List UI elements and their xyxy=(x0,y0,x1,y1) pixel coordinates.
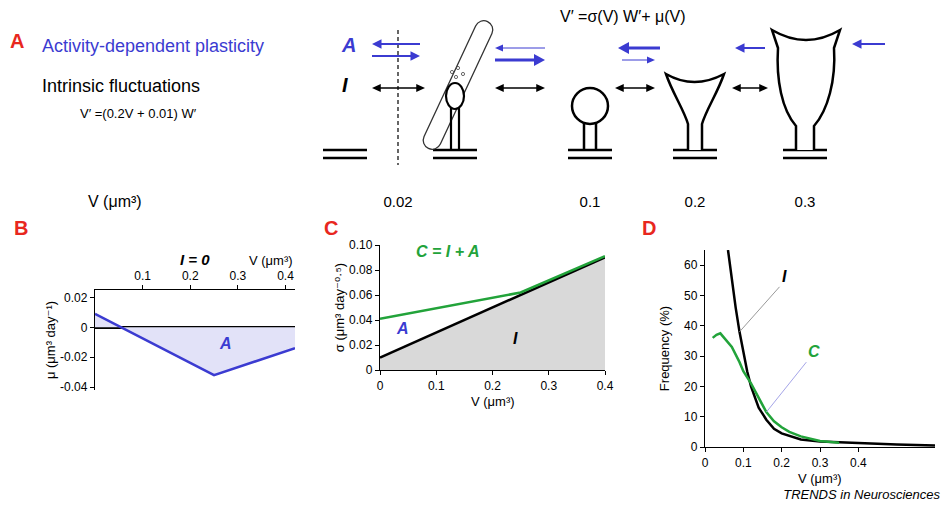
svg-text:0.4: 0.4 xyxy=(597,379,614,393)
svg-text:0.04: 0.04 xyxy=(349,313,373,327)
svg-text:0.02: 0.02 xyxy=(383,193,412,210)
svg-text:V (μm³): V (μm³) xyxy=(471,394,515,409)
svg-text:0: 0 xyxy=(366,363,373,377)
svg-text:I: I xyxy=(342,74,348,96)
svg-text:0: 0 xyxy=(702,456,709,470)
svg-text:Intrinsic fluctuations: Intrinsic fluctuations xyxy=(42,76,200,96)
svg-text:I: I xyxy=(513,330,518,347)
svg-text:D: D xyxy=(642,217,656,239)
svg-text:I = 0: I = 0 xyxy=(180,251,210,268)
svg-text:V (μm³): V (μm³) xyxy=(798,471,842,486)
svg-text:-0.02: -0.02 xyxy=(60,350,88,364)
svg-text:40: 40 xyxy=(684,319,698,333)
svg-text:0.2: 0.2 xyxy=(685,193,706,210)
svg-text:0.4: 0.4 xyxy=(850,456,867,470)
svg-text:0.2: 0.2 xyxy=(484,379,501,393)
svg-text:0.10: 0.10 xyxy=(349,238,373,252)
svg-text:0.02: 0.02 xyxy=(64,291,88,305)
svg-text:0.3: 0.3 xyxy=(812,456,829,470)
svg-text:0.3: 0.3 xyxy=(230,269,247,283)
svg-text:0.3: 0.3 xyxy=(795,193,816,210)
svg-text:0.2: 0.2 xyxy=(182,269,199,283)
svg-text:Frequency (%): Frequency (%) xyxy=(657,306,672,391)
svg-text:C = I + A: C = I + A xyxy=(416,243,479,260)
svg-text:0.1: 0.1 xyxy=(134,269,151,283)
svg-text:0.2: 0.2 xyxy=(773,456,790,470)
svg-text:V (μm³): V (μm³) xyxy=(88,193,142,210)
svg-text:V (μm³): V (μm³) xyxy=(249,253,293,268)
svg-text:0.4: 0.4 xyxy=(277,269,294,283)
svg-text:0.1: 0.1 xyxy=(735,456,752,470)
svg-text:0.1: 0.1 xyxy=(580,193,601,210)
svg-text:Activity-dependent plasticity: Activity-dependent plasticity xyxy=(42,36,264,56)
svg-text:0: 0 xyxy=(81,321,88,335)
svg-text:0.1: 0.1 xyxy=(428,379,445,393)
svg-text:50: 50 xyxy=(684,289,698,303)
html-text:TRENDS in Neurosciences: TRENDS in Neurosciences xyxy=(783,487,940,502)
svg-text:σ (μm³ day⁻⁰·⁵): σ (μm³ day⁻⁰·⁵) xyxy=(332,263,347,352)
svg-text:0: 0 xyxy=(691,440,698,454)
svg-text:0.06: 0.06 xyxy=(349,288,373,302)
svg-text:V′ =(0.2V + 0.01) W′: V′ =(0.2V + 0.01) W′ xyxy=(80,106,197,121)
svg-text:0.08: 0.08 xyxy=(349,263,373,277)
svg-text:I: I xyxy=(782,268,787,285)
svg-text:A: A xyxy=(219,335,232,352)
svg-text:-0.04: -0.04 xyxy=(60,380,88,394)
svg-text:μ (μm³ day⁻¹): μ (μm³ day⁻¹) xyxy=(43,301,58,379)
svg-text:A: A xyxy=(396,320,409,337)
svg-text:10: 10 xyxy=(684,410,698,424)
svg-text:A: A xyxy=(341,34,356,56)
svg-text:C: C xyxy=(808,343,820,360)
svg-text:0.02: 0.02 xyxy=(349,338,373,352)
svg-text:C: C xyxy=(324,217,338,239)
svg-text:20: 20 xyxy=(684,380,698,394)
svg-text:30: 30 xyxy=(684,349,698,363)
svg-text:60: 60 xyxy=(684,258,698,272)
svg-text:V′ =σ(V) W′+ μ(V): V′ =σ(V) W′+ μ(V) xyxy=(560,8,686,25)
svg-text:B: B xyxy=(14,217,28,239)
svg-text:0.3: 0.3 xyxy=(540,379,557,393)
svg-text:0: 0 xyxy=(377,379,384,393)
svg-text:A: A xyxy=(10,30,24,52)
